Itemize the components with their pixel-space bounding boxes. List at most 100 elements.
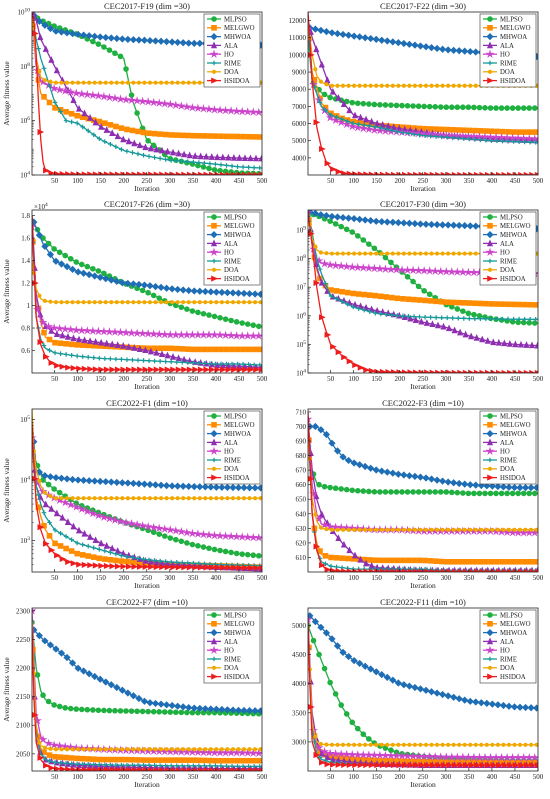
x-tick-label: 400 xyxy=(487,177,498,185)
data-point xyxy=(163,157,168,162)
data-point xyxy=(45,481,52,488)
data-point xyxy=(229,483,237,492)
data-point xyxy=(339,453,347,461)
legend-label: MHWOA xyxy=(500,630,527,637)
data-point xyxy=(412,83,418,88)
data-point xyxy=(366,292,373,298)
chart-panel-2: CEC2017-F22 (dim =30)50 100 150 200 250 300 35… xyxy=(289,1,544,193)
data-point xyxy=(81,561,89,568)
data-point xyxy=(174,359,180,365)
data-point xyxy=(150,708,157,715)
data-point xyxy=(383,294,390,300)
data-point xyxy=(257,290,262,298)
data-point xyxy=(440,322,447,330)
data-point xyxy=(338,486,344,492)
data-point xyxy=(55,323,65,333)
legend-label: DOA xyxy=(500,267,515,274)
data-point xyxy=(195,543,201,549)
data-point xyxy=(96,118,103,125)
data-point xyxy=(229,757,235,764)
data-point xyxy=(472,481,480,489)
data-point xyxy=(218,162,224,168)
data-point xyxy=(219,300,224,305)
data-point xyxy=(52,540,58,547)
data-point xyxy=(401,527,406,532)
x-tick-label: 350 xyxy=(464,773,475,781)
data-point xyxy=(341,170,348,175)
data-point xyxy=(350,121,356,126)
data-point xyxy=(252,496,258,501)
data-point xyxy=(157,700,165,708)
data-point xyxy=(320,259,330,268)
data-point xyxy=(125,343,132,350)
data-point xyxy=(96,33,104,41)
data-point xyxy=(368,742,373,747)
data-point xyxy=(42,500,49,508)
data-point xyxy=(363,251,368,256)
data-point xyxy=(107,478,115,486)
data-point xyxy=(81,171,89,175)
data-point xyxy=(247,154,254,162)
y-tick-label: 0.6 xyxy=(21,347,30,355)
data-point xyxy=(59,496,64,501)
legend-marker xyxy=(211,422,217,428)
data-point xyxy=(357,171,365,175)
data-point xyxy=(247,366,255,373)
data-point xyxy=(58,530,63,536)
data-point xyxy=(140,480,149,488)
data-point xyxy=(87,300,92,305)
data-point xyxy=(90,265,96,272)
data-point xyxy=(212,705,220,713)
data-point xyxy=(70,80,75,85)
legend-marker xyxy=(209,446,219,455)
data-point xyxy=(129,692,138,700)
data-point xyxy=(361,307,367,313)
data-point xyxy=(449,126,456,133)
data-point xyxy=(206,545,212,552)
data-point xyxy=(424,762,431,769)
data-point xyxy=(450,693,458,701)
data-point xyxy=(330,166,337,173)
data-point xyxy=(96,477,104,485)
data-point xyxy=(214,496,219,501)
data-point xyxy=(463,752,473,762)
data-point xyxy=(138,96,148,106)
data-point xyxy=(338,702,344,708)
legend-box xyxy=(203,410,261,485)
data-point xyxy=(352,761,359,769)
data-point xyxy=(59,513,66,521)
data-point xyxy=(358,750,368,759)
data-point xyxy=(149,329,159,338)
data-point xyxy=(207,133,213,139)
data-point xyxy=(466,559,473,565)
data-point xyxy=(393,489,400,495)
data-point xyxy=(114,132,121,140)
data-point xyxy=(469,752,479,762)
data-point xyxy=(488,700,496,708)
data-point xyxy=(81,529,88,537)
x-tick-label: 350 xyxy=(188,773,199,781)
data-point xyxy=(366,241,372,247)
data-point xyxy=(158,80,164,85)
series-mhwoa xyxy=(32,626,262,715)
data-point xyxy=(313,244,318,249)
data-point xyxy=(253,366,260,373)
data-point xyxy=(241,300,247,305)
legend-marker xyxy=(486,32,494,41)
data-point xyxy=(99,512,109,521)
data-point xyxy=(47,347,52,353)
data-point xyxy=(168,158,174,163)
data-point xyxy=(147,496,153,501)
x-tick-label: 250 xyxy=(418,375,429,383)
data-point xyxy=(135,128,141,135)
data-point xyxy=(165,99,175,109)
y-tick-label: 1.4 xyxy=(21,257,30,265)
series-doa xyxy=(32,622,262,752)
x-tick-label: 400 xyxy=(211,773,222,781)
data-point xyxy=(455,695,463,703)
data-point xyxy=(245,757,252,764)
x-tick-label: 250 xyxy=(418,177,429,185)
data-point xyxy=(75,80,81,85)
data-point xyxy=(75,526,83,534)
x-tick-label: 50 xyxy=(327,773,335,781)
